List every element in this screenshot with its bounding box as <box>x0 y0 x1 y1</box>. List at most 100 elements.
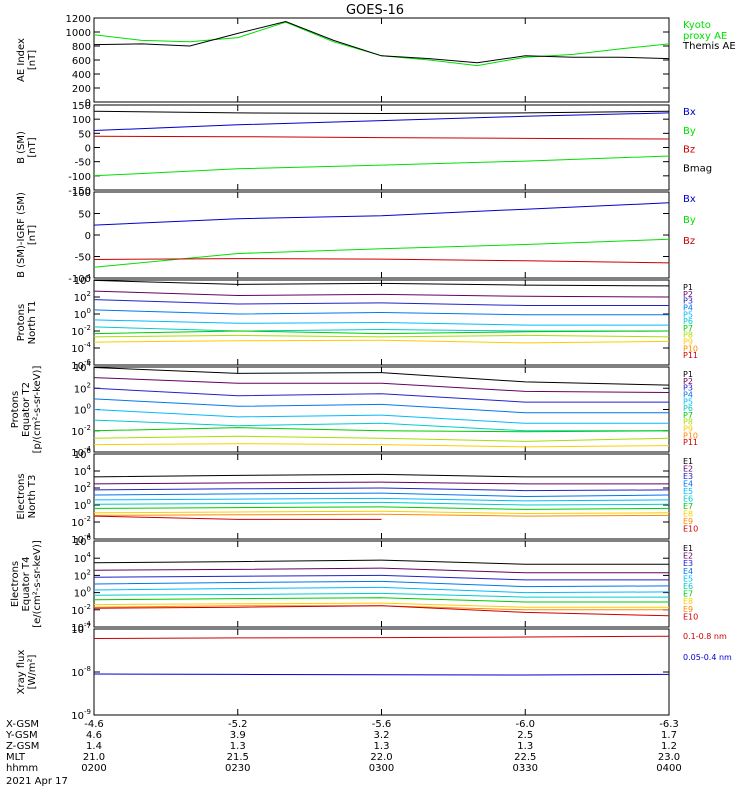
legend-entry: P11 <box>683 438 698 447</box>
y-tick-label: 50 <box>78 129 91 140</box>
y-tick-label: -50 <box>75 253 91 264</box>
y-axis-label: North T1 <box>27 301 38 345</box>
series-line-e7 <box>93 597 669 603</box>
x-axis-value: 4.6 <box>86 730 102 741</box>
x-axis-value: 23.0 <box>658 752 680 763</box>
series-line-bx <box>93 112 670 131</box>
legend-entry: P2 <box>683 377 693 386</box>
y-tick-label: 0 <box>85 98 91 109</box>
y-tick-label: 10-9 <box>71 708 91 722</box>
y-tick-label: 10-4 <box>71 341 91 355</box>
x-axis-row-label: hhmm <box>6 763 38 774</box>
x-axis-value: 21.5 <box>227 752 249 763</box>
legend-entry: E5 <box>683 487 693 496</box>
y-tick-label: 102 <box>74 290 91 304</box>
y-axis-label: Protons <box>10 391 21 428</box>
y-tick-label: 104 <box>74 464 92 478</box>
x-axis-value: 22.0 <box>370 752 392 763</box>
series-line-themis-ae <box>93 20 670 64</box>
y-axis-label: [W/m²] <box>27 654 38 689</box>
series-line-p3 <box>93 387 669 403</box>
series-line-bz <box>93 135 670 140</box>
legend-entry: P2 <box>683 290 693 299</box>
y-axis-label: B (SM)-IGRF (SM) <box>16 192 27 278</box>
legend-entry: P4 <box>683 390 693 399</box>
y-tick-label: 106 <box>74 447 92 461</box>
y-axis-label: [p/(cm²-s-sr-keV)] <box>32 366 43 454</box>
y-tick-label: 104 <box>74 551 92 565</box>
chart-panel-7: 106 104 102 100 10-2 10-4 Electrons Equator T4[… <box>10 534 698 634</box>
series-line-p5 <box>93 409 669 424</box>
y-tick-label: 104 <box>74 360 92 374</box>
legend-entry: E7 <box>683 590 693 599</box>
legend-entry: P10 <box>683 344 698 353</box>
series-line-p4 <box>93 309 669 316</box>
series-line-p2 <box>93 290 670 298</box>
series-line-e7 <box>93 506 670 510</box>
legend-entry: P8 <box>683 331 693 340</box>
legend-entry: P7 <box>683 324 693 333</box>
legend-entry: E10 <box>683 612 698 621</box>
series-line-e5 <box>93 497 670 502</box>
x-axis-value: 1.2 <box>661 741 677 752</box>
x-axis-value: 1.7 <box>661 730 677 741</box>
x-axis-value: 21.0 <box>83 752 105 763</box>
x-axis-value: -5.6 <box>372 719 392 730</box>
legend-entry: P1 <box>683 283 693 292</box>
legend-entry: E8 <box>683 510 693 519</box>
x-axis-value: 0230 <box>225 763 250 774</box>
x-axis-value: 2.5 <box>517 730 533 741</box>
series-line-p7 <box>93 330 670 335</box>
series-line-by <box>93 238 670 268</box>
chart-panel-3: -100 -50 0 50 100 B (SM)-IGRF (SM) [nT] Bx By Bz <box>16 188 696 285</box>
series-line-by <box>93 155 670 177</box>
series-line-e1 <box>93 473 669 478</box>
x-axis-value: 0400 <box>656 763 681 774</box>
legend-entry: P1 <box>683 370 693 379</box>
legend-entry: E6 <box>683 495 693 504</box>
y-axis-label: Equator T4 <box>21 557 32 612</box>
legend-entry: By <box>683 126 696 137</box>
series-line-e1 <box>93 559 669 565</box>
chart-panel-8: 10-7 10-8 10-9 Xray flux [W/m²] 0.1-0.8 nm 0.0… <box>16 622 732 722</box>
series-line-0-05-0-4-nm <box>93 673 670 676</box>
y-tick-label: -50 <box>75 158 91 169</box>
series-line-bz <box>93 258 670 264</box>
series-line-p6 <box>93 326 669 332</box>
y-tick-label: 10-4 <box>71 620 91 634</box>
legend-entry: P5 <box>683 310 693 319</box>
y-axis-label: [nT] <box>27 137 38 157</box>
legend-entry: E9 <box>683 605 693 614</box>
y-tick-label: 106 <box>74 534 92 548</box>
y-tick-label: 10-2 <box>71 515 91 529</box>
y-axis-label: [nT] <box>27 50 38 70</box>
series-line-e8 <box>93 510 670 515</box>
series-line-p9 <box>93 339 670 344</box>
legend-entry: P10 <box>683 431 698 440</box>
y-tick-label: 150 <box>72 101 91 112</box>
chart-panel-2: -150 -100 -50 0 50 100 150 B (SM) [nT] Bx By Bz Bmag <box>16 101 712 197</box>
panel-frame <box>93 366 670 453</box>
legend-entry: E10 <box>683 525 698 534</box>
x-axis-value: 0300 <box>369 763 394 774</box>
chart-panel-5: 104 102 100 10-2 10-4 Protons Equator T2 [p/(cm… <box>10 360 698 459</box>
legend-entry: P4 <box>683 303 693 312</box>
panel-frame <box>93 628 670 716</box>
legend-entry: P9 <box>683 338 693 347</box>
series-line-e2 <box>93 481 669 485</box>
y-tick-label: 1200 <box>66 14 91 25</box>
y-tick-label: 10-6 <box>71 358 91 372</box>
y-tick-label: 1000 <box>66 28 91 39</box>
series-line-e4 <box>93 580 670 588</box>
series-line-e6 <box>93 501 670 506</box>
y-tick-label: 102 <box>74 568 91 582</box>
y-axis-label: North T3 <box>27 475 38 519</box>
date-label: 2021 Apr 17 <box>6 776 68 787</box>
x-axis-value: 1.3 <box>374 741 390 752</box>
series-line-e5 <box>93 586 670 594</box>
x-axis-row-label: Y-GSM <box>5 730 38 741</box>
y-tick-label: 10-2 <box>71 424 91 438</box>
y-tick-label: -150 <box>68 186 91 197</box>
